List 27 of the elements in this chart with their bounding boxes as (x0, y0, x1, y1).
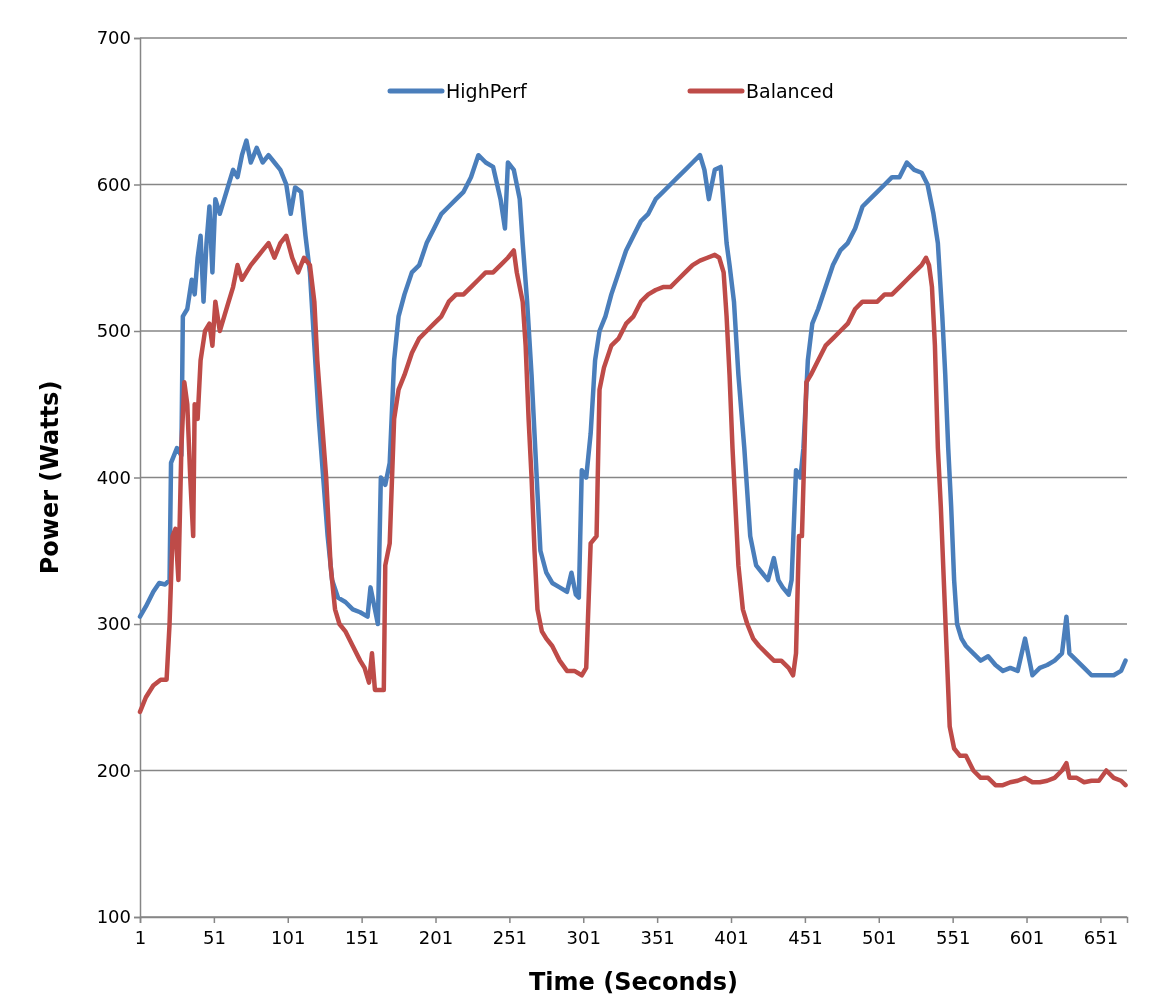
y-tick-label: 200 (96, 759, 131, 781)
legend-label: Balanced (746, 79, 834, 102)
y-tick-label: 600 (96, 173, 131, 195)
x-tick-label: 351 (640, 927, 675, 948)
x-tick-label: 651 (1083, 927, 1119, 948)
line-series (137, 138, 1128, 678)
x-tick-label: 101 (271, 927, 306, 948)
x-axis-title: Time (Seconds) (528, 968, 739, 996)
x-tick-label: 251 (492, 927, 528, 948)
legend-label: HighPerf (446, 79, 528, 102)
y-tick-label: 300 (96, 613, 131, 635)
x-tick-label: 451 (788, 927, 823, 948)
x-tick-label: 501 (862, 927, 897, 948)
x-tick-label: 301 (566, 927, 601, 948)
line-series (137, 233, 1128, 788)
y-axis-title: Power (Watts) (36, 380, 64, 575)
x-tick-label: 151 (344, 927, 380, 948)
y-tick-label: 400 (96, 466, 131, 488)
x-tick-label: 551 (935, 927, 971, 948)
x-tick-label: 601 (1009, 927, 1045, 948)
y-tick-label: 700 (96, 27, 131, 49)
y-tick-label: 500 (96, 320, 131, 342)
x-tick-label: 51 (202, 927, 226, 948)
y-tick-label: 100 (96, 906, 131, 928)
x-tick-label: 1 (134, 927, 147, 948)
x-tick-label: 401 (714, 927, 749, 948)
x-tick-label: 201 (418, 927, 454, 948)
